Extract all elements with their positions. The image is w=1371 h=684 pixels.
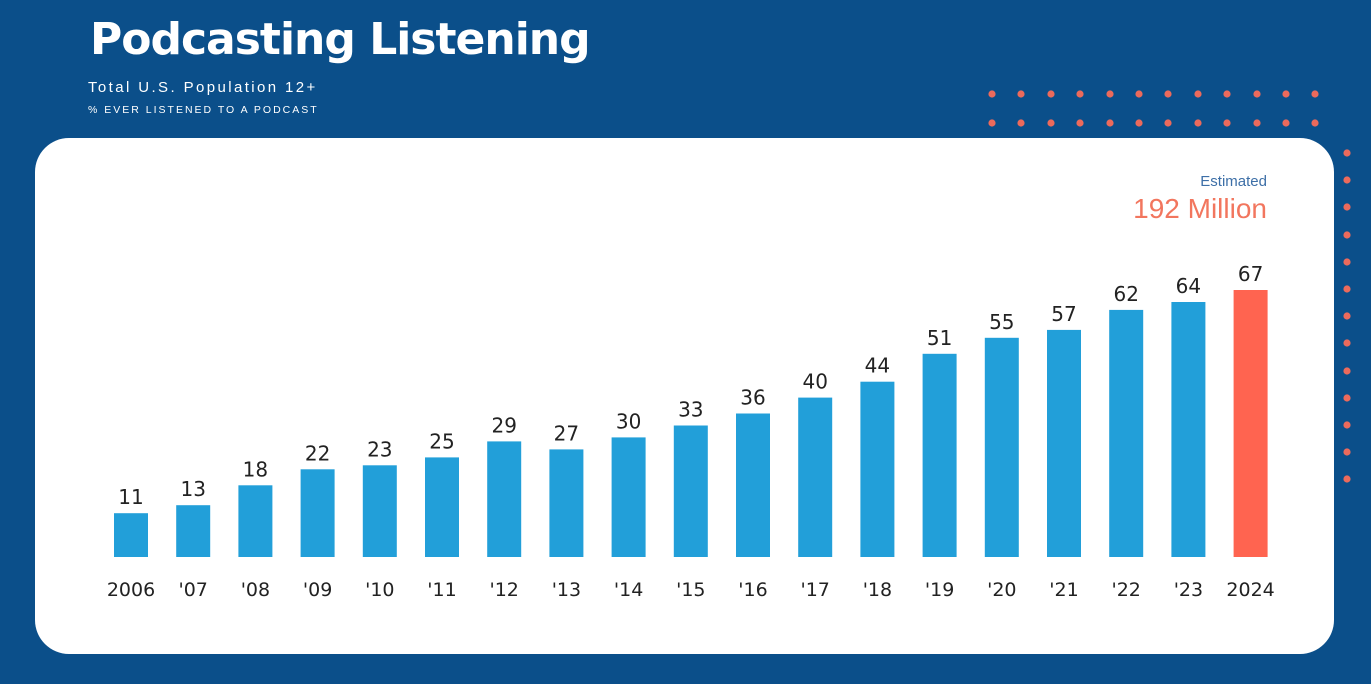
bar-value-label: 25 [429,429,454,453]
bar-value-label: 64 [1176,274,1201,298]
x-tick-label: '18 [863,579,892,601]
x-tick-label: '17 [800,579,829,601]
x-tick-label: '08 [241,579,270,601]
x-tick-label: '13 [552,579,581,601]
bar-7 [549,449,584,557]
bar-value-label: 44 [865,354,890,378]
bar-value-label: 13 [180,477,205,501]
bar-value-label: 30 [616,409,641,433]
bar-4 [362,465,397,557]
bar-value-label: 51 [927,326,952,350]
x-tick-label: '14 [614,579,643,601]
bar-11 [798,397,833,557]
x-tick-label: '23 [1174,579,1203,601]
x-tick-label: '22 [1111,579,1140,601]
bar-15 [1047,329,1081,557]
chart-title: Podcasting Listening [90,14,591,65]
x-tick-label: '10 [365,579,394,601]
bar-3 [300,469,335,557]
bar-16 [1109,309,1144,557]
bar-value-label: 29 [491,413,516,437]
bar-18 [1233,290,1268,557]
x-tick-label: '07 [178,579,207,601]
bar-value-label: 18 [243,457,268,481]
bar-2 [238,485,273,557]
x-tick-label: 2024 [1226,579,1274,601]
bar-0 [114,513,148,557]
bar-value-label: 23 [367,437,392,461]
bar-value-label: 33 [678,398,703,422]
bar-17 [1171,302,1206,557]
bar-1 [176,505,211,557]
bar-9 [673,425,708,557]
bar-value-label: 22 [305,441,330,465]
x-tick-label: 2006 [107,579,155,601]
chart-subtitle: Total U.S. Population 12+ [88,79,318,96]
x-tick-label: '15 [676,579,705,601]
bar-value-label: 36 [740,386,765,410]
bar-5 [425,457,459,557]
bar-14 [984,337,1019,557]
bar-12 [860,381,895,557]
chart-measure-label: % EVER LISTENED TO A PODCAST [88,104,319,116]
bar-8 [611,437,646,557]
x-tick-label: '16 [738,579,767,601]
bar-13 [922,353,957,557]
bar-value-label: 55 [989,310,1014,334]
x-tick-label: '11 [427,579,456,601]
bar-value-label: 67 [1238,262,1263,286]
x-tick-label: '21 [1049,579,1078,601]
bar-value-label: 57 [1051,302,1076,326]
bar-value-label: 62 [1113,282,1138,306]
x-tick-label: '19 [925,579,954,601]
bar-6 [487,441,522,557]
bar-value-label: 27 [554,421,579,445]
bar-value-label: 40 [802,370,827,394]
x-tick-label: '20 [987,579,1016,601]
x-tick-label: '12 [489,579,518,601]
bar-10 [736,413,770,557]
estimated-value: 192 Million [1133,193,1267,224]
x-tick-label: '09 [303,579,332,601]
bar-value-label: 11 [118,485,143,509]
estimated-label: Estimated [1200,173,1267,190]
